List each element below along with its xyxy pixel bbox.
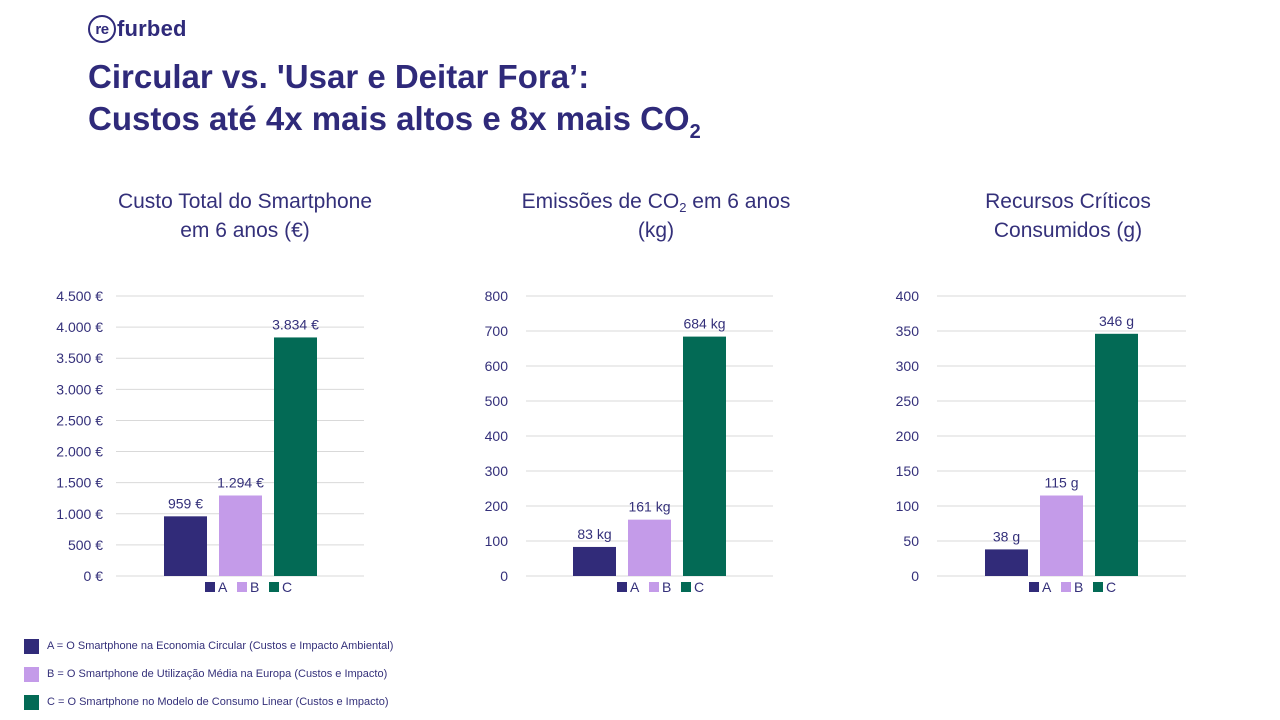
chart-title-cost-line-2: em 6 anos (€) <box>180 219 310 242</box>
resources-ytick-label: 50 <box>903 533 919 549</box>
chart-title-resources: Recursos Críticos Consumidos (g) <box>928 187 1208 245</box>
emissions-ytick-label: 300 <box>485 463 509 479</box>
cost-ytick-label: 0 € <box>84 568 104 584</box>
resources-bar-b <box>1040 495 1083 576</box>
emissions-legend-label-c: C <box>694 579 704 595</box>
legend-text-b: B = O Smartphone de Utilização Média na … <box>47 668 388 680</box>
emissions-ytick-label: 0 <box>500 568 508 584</box>
emissions-bar-a <box>573 546 616 576</box>
title-subscript: 2 <box>689 121 701 143</box>
cost-legend-label-a: A <box>218 579 228 595</box>
title-line-2: Custos até 4x mais altos e 8x mais CO <box>88 100 690 137</box>
page-title: Circular vs. 'Usar e Deitar Fora’: Custo… <box>88 56 701 143</box>
chart-title-emissions: Emissões de CO2 em 6 anos (kg) <box>496 187 816 245</box>
legend-swatch-b <box>24 666 39 682</box>
emissions-bar-c <box>683 336 726 576</box>
resources-legend-label-b: B <box>1074 579 1083 595</box>
emissions-ytick-label: 500 <box>485 393 509 409</box>
chart-title-emissions-sub: 2 <box>679 200 687 215</box>
emissions-legend-label-a: A <box>630 579 640 595</box>
cost-ytick-label: 500 € <box>68 537 103 553</box>
chart-title-resources-line-1: Recursos Críticos <box>985 190 1151 213</box>
chart-title-emissions-post: em 6 anos <box>686 190 791 213</box>
emissions-legend-swatch-c <box>681 582 691 592</box>
resources-legend-swatch-c <box>1093 582 1103 592</box>
resources-ytick-label: 100 <box>896 498 920 514</box>
cost-ytick-label: 2.000 € <box>56 444 103 460</box>
resources-data-label-c: 346 g <box>1099 313 1134 329</box>
chart-title-emissions-pre: Emissões de CO <box>521 190 680 213</box>
cost-legend-swatch-a <box>205 582 215 592</box>
cost-data-label-c: 3.834 € <box>272 316 319 332</box>
brand-logo: re furbed <box>88 13 187 45</box>
emissions-ytick-label: 800 <box>485 288 509 304</box>
chart-title-resources-line-2: Consumidos (g) <box>993 219 1143 242</box>
chart-title-emissions-line-2: (kg) <box>637 219 675 242</box>
emissions-data-label-b: 161 kg <box>628 499 670 515</box>
emissions-legend-swatch-a <box>617 582 627 592</box>
footer-legend-item-c: C = O Smartphone no Modelo de Consumo Li… <box>24 688 393 716</box>
footer-legend-item-a: A = O Smartphone na Economia Circular (C… <box>24 632 393 660</box>
resources-legend-swatch-b <box>1061 582 1071 592</box>
resources-data-label-a: 38 g <box>993 528 1020 544</box>
resources-ytick-label: 350 <box>896 323 920 339</box>
emissions-legend-label-b: B <box>662 579 671 595</box>
resources-ytick-label: 0 <box>911 568 919 584</box>
cost-ytick-label: 4.000 € <box>56 319 103 335</box>
cost-legend-swatch-c <box>269 582 279 592</box>
cost-ytick-label: 1.500 € <box>56 475 103 491</box>
cost-bar-b <box>219 495 262 576</box>
emissions-ytick-label: 400 <box>485 428 509 444</box>
legend-text-a: A = O Smartphone na Economia Circular (C… <box>47 640 394 652</box>
emissions-legend-swatch-b <box>649 582 659 592</box>
cost-ytick-label: 4.500 € <box>56 288 103 304</box>
cost-legend-swatch-b <box>237 582 247 592</box>
logo-mark: re <box>88 15 116 43</box>
emissions-ytick-label: 600 <box>485 358 509 374</box>
emissions-ytick-label: 700 <box>485 323 509 339</box>
footer-legend: A = O Smartphone na Economia Circular (C… <box>24 632 393 716</box>
resources-ytick-label: 300 <box>896 358 920 374</box>
cost-ytick-label: 1.000 € <box>56 506 103 522</box>
resources-data-label-b: 115 g <box>1045 475 1079 491</box>
legend-text-c: C = O Smartphone no Modelo de Consumo Li… <box>47 696 389 708</box>
resources-bar-a <box>985 549 1028 576</box>
cost-ytick-label: 3.000 € <box>56 381 103 397</box>
cost-bar-c <box>274 337 317 576</box>
emissions-data-label-a: 83 kg <box>577 526 611 542</box>
legend-swatch-c <box>24 694 39 710</box>
resources-ytick-label: 150 <box>896 463 920 479</box>
resources-legend-swatch-a <box>1029 582 1039 592</box>
cost-legend-label-b: B <box>250 579 259 595</box>
footer-legend-item-b: B = O Smartphone de Utilização Média na … <box>24 660 393 688</box>
emissions-ytick-label: 200 <box>485 498 509 514</box>
resources-legend-label-c: C <box>1106 579 1116 595</box>
title-line-1: Circular vs. 'Usar e Deitar Fora’: <box>88 58 590 95</box>
resources-bar-c <box>1095 333 1138 576</box>
logo-text: furbed <box>117 16 187 41</box>
resources-legend-label-a: A <box>1042 579 1052 595</box>
cost-legend-label-c: C <box>282 579 292 595</box>
cost-ytick-label: 3.500 € <box>56 350 103 366</box>
cost-bar-a <box>164 516 207 576</box>
resources-ytick-label: 200 <box>896 428 920 444</box>
emissions-ytick-label: 100 <box>485 533 509 549</box>
legend-swatch-a <box>24 638 39 654</box>
resources-ytick-label: 400 <box>896 288 920 304</box>
emissions-data-label-c: 684 kg <box>683 316 725 332</box>
chart-title-cost: Custo Total do Smartphone em 6 anos (€) <box>92 187 398 245</box>
cost-data-label-a: 959 € <box>168 495 203 511</box>
resources-ytick-label: 250 <box>896 393 920 409</box>
emissions-bar-b <box>628 519 671 576</box>
chart-title-cost-line-1: Custo Total do Smartphone <box>117 190 373 213</box>
cost-ytick-label: 2.500 € <box>56 412 103 428</box>
cost-data-label-b: 1.294 € <box>217 474 264 490</box>
